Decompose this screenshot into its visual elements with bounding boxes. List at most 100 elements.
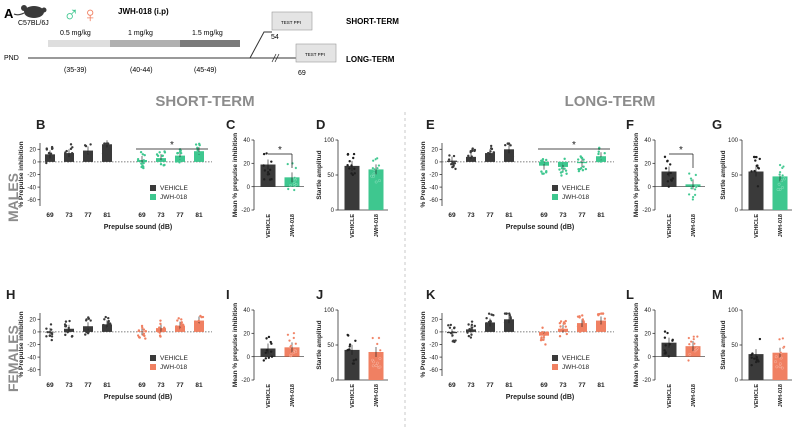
panel-c-point (263, 178, 266, 181)
panel-d-point (371, 166, 375, 170)
panel-h-legend-swatch-vehicle (150, 355, 156, 361)
dose-bar-3 (180, 40, 240, 47)
panel-f-point (669, 163, 672, 166)
panel-b-point (88, 155, 91, 158)
panel-e-point (541, 162, 545, 165)
panel-c-point (267, 172, 271, 176)
panel-h-point (104, 315, 107, 319)
panel-e-point (582, 165, 585, 168)
panel-l-bar (685, 346, 701, 357)
panel-b-point (158, 151, 161, 154)
panel-k-point (543, 333, 546, 337)
panel-b-x-tick-label: 81 (103, 212, 111, 219)
panel-e-point (453, 162, 457, 165)
panel-j-point (346, 333, 349, 337)
panel-k-point (449, 323, 453, 327)
section-title-long: LONG-TERM (565, 93, 656, 110)
panel-h-point (142, 332, 146, 335)
panel-j-point (375, 342, 379, 346)
panel-h-point (201, 322, 205, 325)
dose-label-1: 0.5 mg/kg (60, 30, 91, 37)
panel-h-point (49, 323, 53, 326)
panel-e-point (563, 157, 566, 161)
pnd-range-3: (45-49) (194, 67, 217, 74)
panel-k-point (564, 325, 567, 328)
panel-i-point (264, 351, 268, 355)
panel-h-point (197, 319, 200, 323)
panel-f-x-tick-label: JWH-018 (691, 214, 697, 237)
panel-e-point (509, 144, 512, 147)
panel-c-point (291, 162, 294, 165)
panel-h-point (45, 327, 48, 330)
panel-e-point (580, 167, 583, 170)
panel-b-point (139, 150, 143, 154)
panel-b-legend-jwh: JWH-018 (160, 194, 187, 201)
panel-i-point (292, 336, 296, 340)
dose-bar-1 (48, 40, 110, 47)
panel-h-point (50, 328, 53, 331)
panel-d-point (353, 172, 356, 175)
panel-d-point (348, 167, 351, 170)
panel-b-x-tick-label: 77 (176, 212, 184, 219)
panel-b-point (89, 143, 92, 146)
panel-e-point (564, 169, 568, 172)
panel-h-point (180, 318, 183, 321)
panel-h-x-tick-label: 77 (176, 382, 184, 389)
panel-e-point (562, 162, 565, 166)
panel-k-point (488, 327, 491, 330)
panel-f-y-tick-label: 0 (648, 185, 652, 191)
panel-e-point (540, 170, 543, 173)
panel-e-y-tick-label: 20 (431, 148, 438, 154)
panel-k-y-tick-label: 0 (435, 330, 439, 336)
panel-b-point (198, 143, 201, 147)
panel-j-point (378, 357, 382, 360)
panel-j-point (348, 343, 352, 346)
panel-e-point (489, 144, 493, 148)
panel-k-point (485, 317, 488, 320)
strain-label: C57BL/6J (18, 20, 49, 27)
panel-e-point (560, 174, 563, 177)
panel-e-point (504, 157, 508, 160)
panel-h-point (177, 317, 180, 320)
panel-l-y-tick-label: 40 (644, 308, 651, 314)
panel-j-point (371, 336, 375, 340)
panel-i-y-tick-label: 40 (243, 308, 250, 314)
panel-h-legend-vehicle: VEHICLE (160, 355, 188, 362)
panel-g-y-tick-label: 50 (731, 173, 738, 179)
panel-b-x-tick-label: 73 (157, 212, 165, 219)
panel-k-y-tick-label: 20 (431, 318, 438, 324)
panel-d-label: D (316, 117, 325, 132)
panel-h-x-tick-label: 73 (65, 382, 73, 389)
panel-e-point (545, 158, 548, 162)
panel-k-legend-swatch-jwh (552, 364, 558, 370)
panel-d-point (350, 172, 353, 175)
panel-g-point (752, 155, 756, 159)
panel-h-point (179, 324, 183, 327)
panel-h-point (142, 328, 146, 331)
panel-m-point (779, 362, 782, 366)
panel-b-point (136, 157, 140, 161)
panel-d-point (346, 164, 349, 167)
panel-k-point (486, 324, 490, 327)
panel-b-point (159, 159, 162, 163)
panel-d-y-label: Startle amplitud (316, 150, 323, 199)
panel-k-point (470, 326, 474, 329)
panel-i-x-tick-label: JWH-018 (290, 384, 296, 407)
panel-k-point (598, 312, 601, 316)
panel-f-point (690, 186, 693, 190)
panel-f-point (670, 179, 673, 182)
panel-e-point (580, 156, 584, 160)
panel-h-point (107, 319, 110, 323)
panel-i-point (269, 350, 273, 353)
panel-h-x-tick-label: 69 (138, 382, 146, 389)
panel-j-point (354, 339, 357, 343)
panel-m-point (778, 365, 782, 369)
panel-k-point (581, 314, 584, 317)
row-label-females: FEMALES (5, 325, 21, 392)
panel-b-label: B (36, 117, 45, 132)
panel-e-point (597, 150, 600, 153)
panel-h-point (158, 331, 161, 334)
panel-l-y-tick-label: 0 (648, 355, 652, 361)
panel-e-label: E (426, 117, 435, 132)
